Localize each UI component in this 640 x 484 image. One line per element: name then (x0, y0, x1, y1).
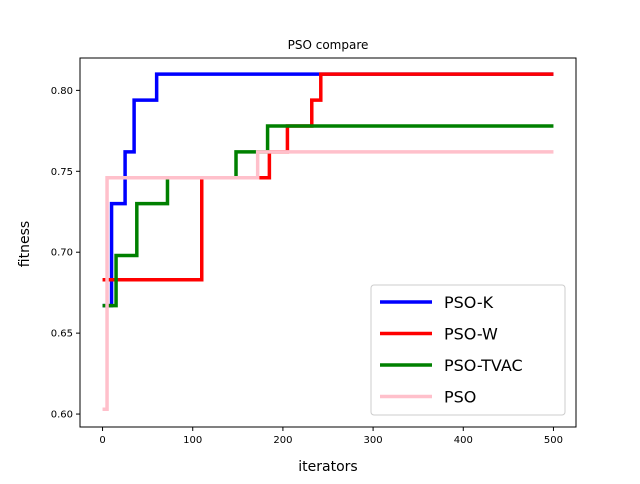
legend-label: PSO (444, 388, 476, 407)
x-tick-label: 200 (273, 435, 292, 446)
y-tick-label: 0.65 (51, 329, 73, 340)
series-line-pso-tvac (102, 124, 554, 308)
series-line-pso (102, 150, 554, 411)
plot-lines (102, 72, 554, 411)
y-axis-label: fitness (17, 221, 33, 267)
legend: PSO-K PSO-W PSO-TVAC PSO (370, 284, 566, 416)
chart-title: PSO compare (288, 38, 369, 52)
legend-box (370, 284, 566, 416)
x-tick-label: 500 (544, 435, 563, 446)
legend-label: PSO-W (444, 325, 498, 344)
x-axis-label: iterators (298, 459, 357, 475)
y-ticks: 0.60 0.65 0.70 0.75 0.80 (51, 86, 80, 421)
y-tick-label: 0.75 (51, 167, 73, 178)
x-tick-label: 400 (454, 435, 473, 446)
series-line-pso-k (102, 72, 554, 308)
x-ticks: 0 100 200 300 400 500 (99, 427, 563, 446)
y-tick-label: 0.80 (51, 86, 73, 97)
y-tick-label: 0.70 (51, 248, 73, 259)
axes-frame (79, 57, 577, 428)
y-tick-label: 0.60 (51, 410, 73, 421)
x-tick-label: 300 (364, 435, 383, 446)
x-tick-label: 100 (183, 435, 202, 446)
x-tick-label: 0 (99, 435, 105, 446)
series-line-pso-w (102, 72, 554, 282)
legend-label: PSO-K (444, 293, 494, 312)
legend-label: PSO-TVAC (444, 356, 523, 375)
